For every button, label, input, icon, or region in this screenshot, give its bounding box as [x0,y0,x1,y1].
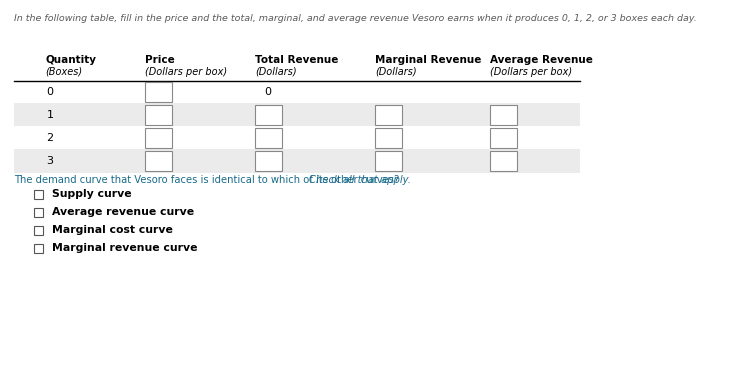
Text: Average Revenue: Average Revenue [490,55,593,65]
Text: (Dollars per box): (Dollars per box) [145,67,227,77]
FancyBboxPatch shape [33,208,43,217]
Text: (Dollars): (Dollars) [375,67,417,77]
FancyBboxPatch shape [375,151,401,171]
Text: Quantity: Quantity [45,55,96,65]
FancyBboxPatch shape [145,82,171,102]
Text: (Boxes): (Boxes) [45,67,82,77]
Text: Supply curve: Supply curve [52,189,132,199]
Bar [14,126,580,150]
Text: 1: 1 [47,110,53,120]
Text: Marginal revenue curve: Marginal revenue curve [52,243,197,253]
Text: (Dollars per box): (Dollars per box) [490,67,572,77]
Bar [14,80,580,104]
FancyBboxPatch shape [145,151,171,171]
Text: In the following table, fill in the price and the total, marginal, and average r: In the following table, fill in the pric… [14,14,697,23]
FancyBboxPatch shape [254,105,282,125]
FancyBboxPatch shape [254,128,282,148]
Text: 2: 2 [47,133,53,143]
Text: Total Revenue: Total Revenue [255,55,338,65]
FancyBboxPatch shape [145,105,171,125]
Text: 0: 0 [47,87,53,97]
Text: Marginal cost curve: Marginal cost curve [52,225,173,235]
FancyBboxPatch shape [33,243,43,253]
FancyBboxPatch shape [489,105,517,125]
FancyBboxPatch shape [489,151,517,171]
FancyBboxPatch shape [145,128,171,148]
FancyBboxPatch shape [33,190,43,198]
Text: 0: 0 [265,87,271,97]
Bar [14,149,580,173]
Text: Price: Price [145,55,174,65]
Text: Average revenue curve: Average revenue curve [52,207,194,217]
Text: Marginal Revenue: Marginal Revenue [375,55,481,65]
Text: The demand curve that Vesoro faces is identical to which of its other curves?: The demand curve that Vesoro faces is id… [14,175,402,185]
Text: (Dollars): (Dollars) [255,67,296,77]
FancyBboxPatch shape [254,151,282,171]
FancyBboxPatch shape [489,128,517,148]
FancyBboxPatch shape [375,105,401,125]
Bar [14,103,580,127]
FancyBboxPatch shape [33,225,43,235]
Text: Check all that apply.: Check all that apply. [309,175,411,185]
FancyBboxPatch shape [375,128,401,148]
Text: 3: 3 [47,156,53,166]
